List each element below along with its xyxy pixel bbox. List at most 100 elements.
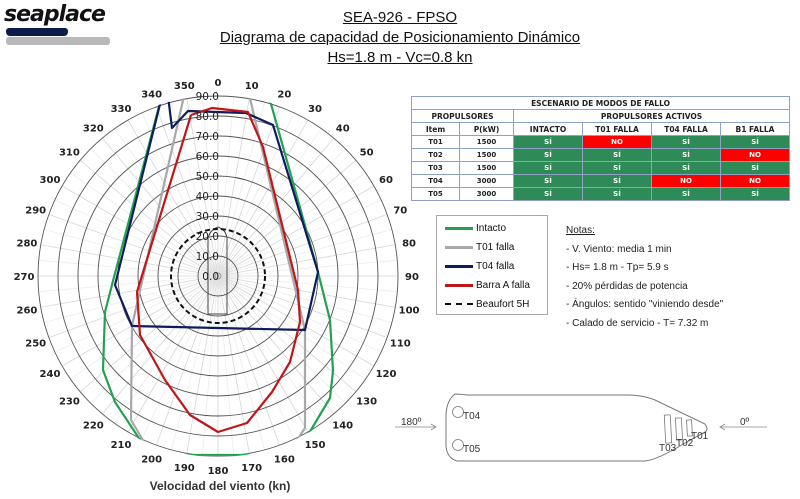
- radial-tick-9: 90.0: [196, 91, 219, 103]
- vessel-outline-center: [207, 226, 228, 315]
- status-cell: SÍ: [582, 187, 652, 201]
- table-row: T03 1500 SÍ SÍ SÍ SÍ: [411, 161, 791, 175]
- radial-tick-8: 80.0: [196, 111, 219, 123]
- legend-swatch: [445, 303, 473, 305]
- angle-tick-330: 330: [111, 104, 132, 115]
- angle-tick-320: 320: [83, 123, 104, 134]
- status-cell: SÍ: [651, 161, 721, 175]
- status-cell: SÍ: [513, 148, 583, 162]
- angle-tick-110: 110: [390, 338, 411, 349]
- status-cell: NO: [719, 174, 791, 188]
- column-header-b1-falla: B1 FALLA: [719, 122, 791, 136]
- angle-tick-310: 310: [59, 147, 80, 158]
- angle-tick-60: 60: [379, 175, 393, 186]
- status-cell: NO: [582, 135, 652, 149]
- thruster-item: T01: [411, 135, 460, 149]
- thruster-power: 1500: [459, 135, 514, 149]
- angle-tick-230: 230: [59, 397, 80, 408]
- radial-tick-5: 50.0: [196, 171, 219, 183]
- legend-swatch: [445, 264, 473, 268]
- legend-item: T04 falla: [445, 260, 514, 272]
- radial-axis-title: Velocidad del viento (kn): [149, 479, 291, 493]
- legend-item: T01 falla: [445, 241, 514, 253]
- thruster-item: T05: [411, 187, 460, 201]
- angle-tick-40: 40: [336, 123, 350, 134]
- table-body: T01 1500 SÍ NO SÍ SÍ T02 1500 SÍ SÍ SÍ NO T03 1500 SÍ S…: [411, 135, 791, 201]
- arrow-0-label: 0º: [740, 417, 750, 428]
- status-cell: SÍ: [719, 161, 791, 175]
- chart-titles: SEA-926 - FPSO Diagrama de capacidad de …: [200, 8, 600, 68]
- table-row: T02 1500 SÍ SÍ SÍ NO: [411, 148, 791, 162]
- column-header-t04-falla: T04 FALLA: [651, 122, 721, 136]
- angle-tick-160: 160: [274, 454, 295, 465]
- legend-label: Barra A falla: [476, 279, 530, 291]
- angle-tick-180: 180: [208, 466, 229, 477]
- vessel-thruster-diagram: 180º 0º T01 T02 T03 T04 T05: [395, 380, 775, 470]
- angle-tick-0: 0: [215, 78, 222, 89]
- angle-tick-290: 290: [25, 206, 46, 217]
- radial-tick-4: 40.0: [196, 191, 219, 203]
- angle-tick-100: 100: [399, 306, 420, 317]
- column-header-item: Item: [411, 122, 460, 136]
- seaplace-logo: seaplace: [4, 2, 110, 48]
- legend-item: Beaufort 5H: [445, 298, 529, 310]
- thruster-power: 3000: [459, 174, 514, 188]
- angle-tick-70: 70: [393, 206, 407, 217]
- table-header-row: Item P(kW) INTACTO T01 FALLA T04 FALLA B1 FAL…: [411, 122, 791, 136]
- legend-item: Barra A falla: [445, 279, 530, 291]
- series-intacto: [101, 95, 335, 457]
- series-beaufort-5h: [170, 228, 266, 324]
- angle-tick-340: 340: [141, 90, 162, 101]
- radial-tick-2: 20.0: [196, 231, 219, 243]
- angle-tick-20: 20: [277, 90, 291, 101]
- arrow-180-label: 180º: [401, 417, 422, 428]
- angle-tick-130: 130: [356, 397, 377, 408]
- status-cell: NO: [651, 174, 721, 188]
- thruster-label-t04: T04: [463, 411, 481, 422]
- thruster-power: 1500: [459, 148, 514, 162]
- logo-text: seaplace: [4, 2, 106, 27]
- angle-tick-350: 350: [174, 81, 195, 92]
- notes-title: Notas:: [566, 225, 595, 236]
- note-item: - 20% pérdidas de potencia: [566, 280, 688, 292]
- thruster-label-t01: T01: [691, 431, 709, 442]
- angle-tick-220: 220: [83, 421, 104, 432]
- column-header-p-kw-: P(kW): [459, 122, 514, 136]
- thruster-power: 3000: [459, 187, 514, 201]
- legend-swatch: [445, 245, 473, 249]
- thruster-item: T03: [411, 161, 460, 175]
- note-item: - V. Viento: media 1 min: [566, 243, 672, 255]
- angle-tick-260: 260: [17, 306, 38, 317]
- table-row: T01 1500 SÍ NO SÍ SÍ: [411, 135, 791, 149]
- angle-tick-190: 190: [174, 463, 195, 474]
- note-item: - Hs= 1.8 m - Tp= 5.9 s: [566, 262, 669, 273]
- radial-tick-6: 60.0: [196, 151, 219, 163]
- angle-tick-270: 270: [14, 272, 35, 283]
- status-cell: SÍ: [582, 161, 652, 175]
- legend-label: Beaufort 5H: [476, 298, 530, 310]
- thruster-item: T02: [411, 148, 460, 162]
- status-cell: SÍ: [513, 187, 583, 201]
- angle-tick-120: 120: [376, 369, 397, 380]
- column-header-t01-falla: T01 FALLA: [582, 122, 652, 136]
- legend-swatch: [445, 226, 473, 230]
- status-cell: SÍ: [651, 187, 721, 201]
- legend-label: T04 falla: [476, 260, 515, 272]
- title-project: SEA-926 - FPSO: [342, 9, 458, 26]
- title-conditions: Hs=1.8 m - Vc=0.8 kn: [327, 49, 473, 66]
- angle-tick-210: 210: [111, 440, 132, 451]
- thruster-item: T04: [411, 174, 460, 188]
- angle-tick-80: 80: [402, 238, 416, 249]
- radial-tick-labels: 0.0 10.0 20.0 30.0 40.0 50.0 60.0 70.0 80.0 90.0: [196, 91, 219, 283]
- radial-tick-0: 0.0: [202, 271, 219, 283]
- table-title: ESCENARIO DE MODOS DE FALLO: [410, 96, 791, 110]
- angular-tick-labels: 0 10 20 30 40 50 60 70 80 90 100 110 120 130 140 150 160…: [14, 78, 420, 477]
- angle-tick-200: 200: [141, 454, 162, 465]
- status-cell: SÍ: [651, 148, 721, 162]
- radial-tick-3: 30.0: [196, 211, 219, 223]
- logo-wave-gray: [6, 37, 110, 45]
- status-cell: SÍ: [719, 187, 791, 201]
- angle-tick-140: 140: [332, 421, 353, 432]
- thruster-label-t02: T02: [676, 438, 694, 449]
